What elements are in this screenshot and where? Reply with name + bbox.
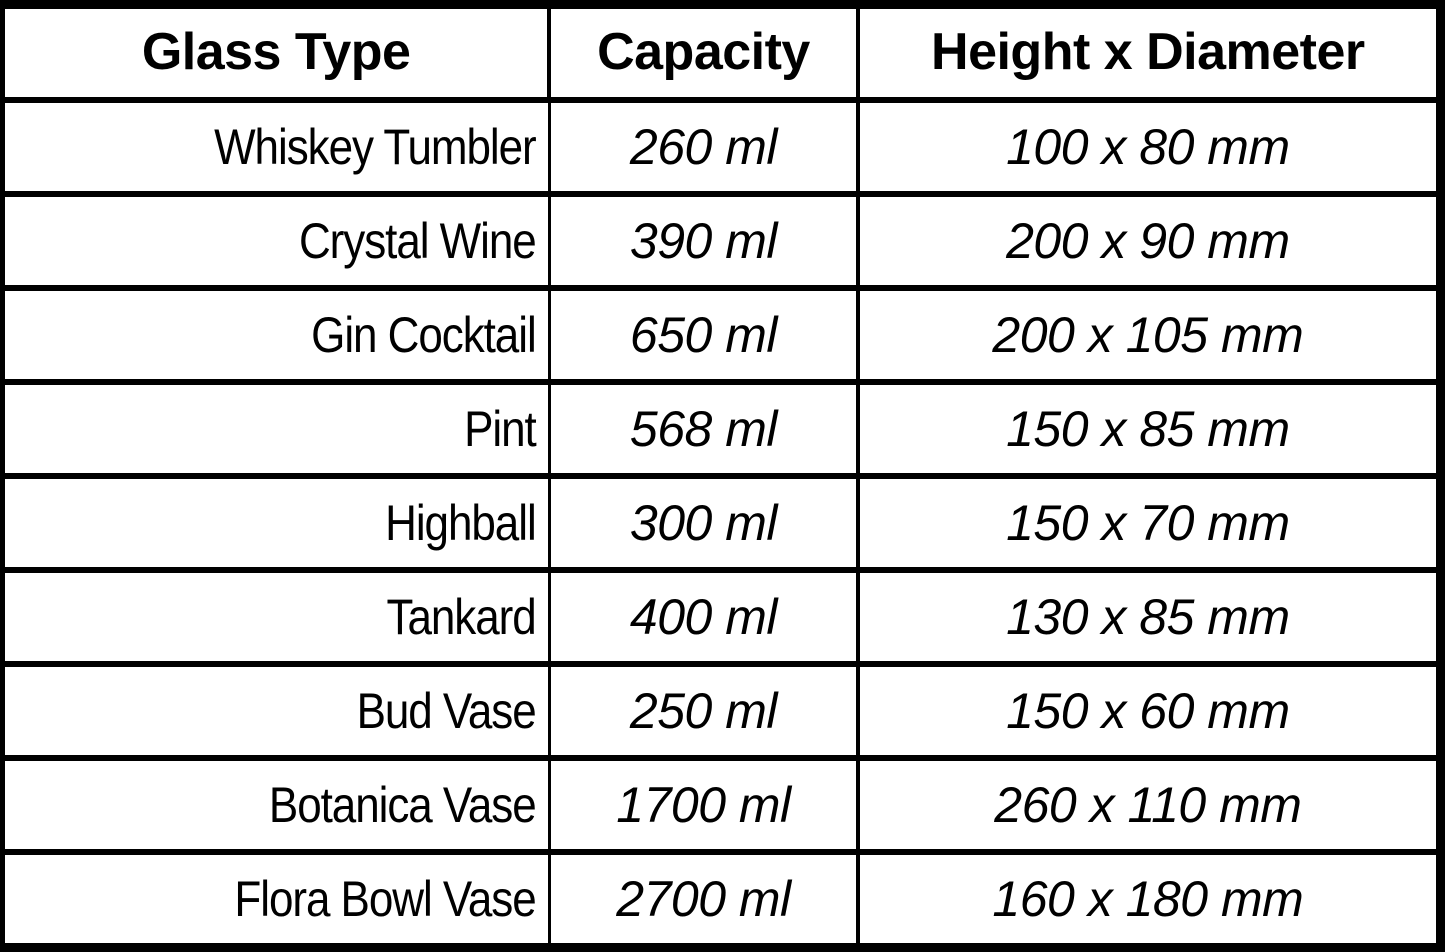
cell-height-x-diameter: 150 x 85 mm [857, 382, 1441, 479]
cell-glass-type: Gin Cocktail [68, 288, 552, 385]
cell-height-x-diameter: 260 x 110 mm [857, 758, 1441, 855]
cell-height-x-diameter: 150 x 70 mm [857, 476, 1441, 573]
table-header-row: Glass Type Capacity Height x Diameter [2, 4, 1441, 103]
column-header-glass-type: Glass Type [2, 4, 552, 103]
table-row: Tankard 400 ml 130 x 85 mm [3, 570, 1441, 667]
cell-glass-type: Whiskey Tumbler [68, 100, 552, 197]
table-row: Bud Vase 250 ml 150 x 60 mm [3, 664, 1441, 761]
cell-glass-type: Highball [68, 476, 552, 573]
cell-height-x-diameter: 200 x 90 mm [857, 194, 1441, 291]
table-row: Botanica Vase 1700 ml 260 x 110 mm [3, 758, 1441, 855]
cell-capacity: 390 ml [549, 194, 860, 291]
cell-capacity: 260 ml [549, 100, 860, 197]
cell-glass-type: Bud Vase [68, 664, 552, 761]
cell-glass-type: Crystal Wine [68, 194, 552, 291]
cell-capacity: 400 ml [549, 570, 860, 667]
table-body: Whiskey Tumbler 260 ml 100 x 80 mm Cryst… [3, 100, 1441, 948]
cell-height-x-diameter: 100 x 80 mm [857, 100, 1441, 197]
column-header-height-x-diameter: Height x Diameter [857, 4, 1441, 103]
table-row: Gin Cocktail 650 ml 200 x 105 mm [3, 288, 1441, 385]
cell-capacity: 300 ml [549, 476, 860, 573]
cell-glass-type: Tankard [68, 570, 552, 667]
cell-height-x-diameter: 150 x 60 mm [857, 664, 1441, 761]
table-header: Glass Type Capacity Height x Diameter [2, 4, 1441, 103]
cell-capacity: 250 ml [549, 664, 860, 761]
table-row: Crystal Wine 390 ml 200 x 90 mm [3, 194, 1441, 291]
table-row: Whiskey Tumbler 260 ml 100 x 80 mm [3, 100, 1441, 197]
table-row: Pint 568 ml 150 x 85 mm [3, 382, 1441, 479]
cell-glass-type: Botanica Vase [68, 758, 552, 855]
cell-capacity: 568 ml [549, 382, 860, 479]
cell-height-x-diameter: 160 x 180 mm [857, 852, 1441, 948]
column-header-capacity: Capacity [549, 4, 860, 103]
cell-capacity: 650 ml [549, 288, 860, 385]
table-row: Flora Bowl Vase 2700 ml 160 x 180 mm [3, 852, 1441, 948]
cell-height-x-diameter: 200 x 105 mm [857, 288, 1441, 385]
table-row: Highball 300 ml 150 x 70 mm [3, 476, 1441, 573]
cell-capacity: 2700 ml [549, 852, 860, 948]
cell-capacity: 1700 ml [549, 758, 860, 855]
cell-height-x-diameter: 130 x 85 mm [857, 570, 1441, 667]
cell-glass-type: Flora Bowl Vase [68, 852, 552, 948]
cell-glass-type: Pint [68, 382, 552, 479]
